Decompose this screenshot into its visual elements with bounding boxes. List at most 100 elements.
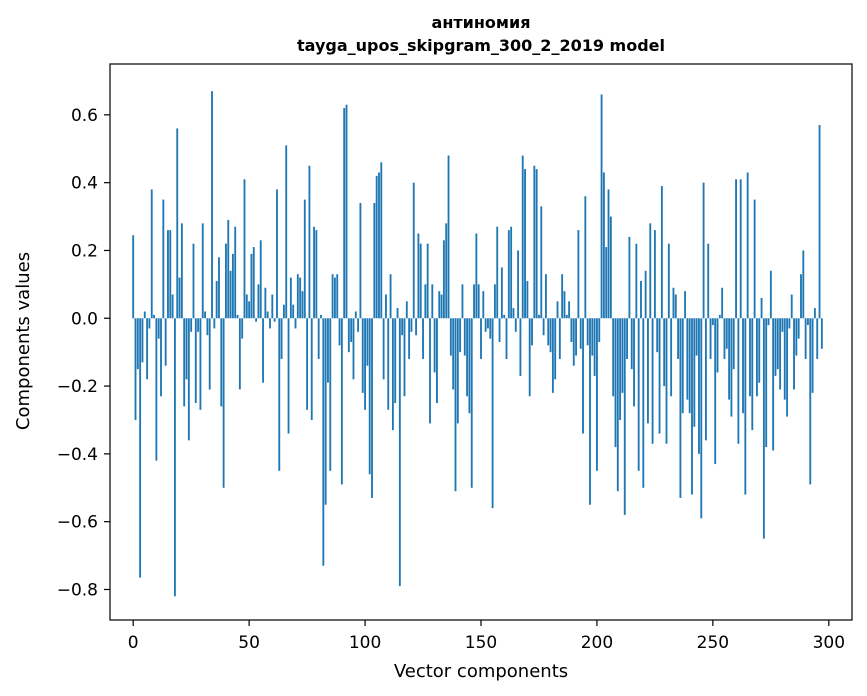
- bar-50: [248, 301, 251, 319]
- bar-14: [164, 318, 167, 366]
- y-tick-label: −0.6: [57, 513, 98, 533]
- bar-287: [797, 318, 800, 339]
- bar-183: [556, 301, 559, 319]
- bar-125: [422, 318, 424, 359]
- bar-182: [554, 318, 557, 380]
- bar-108: [382, 318, 385, 380]
- bar-201: [598, 318, 601, 342]
- bar-51: [250, 253, 253, 319]
- bar-27: [194, 318, 197, 404]
- bar-170: [526, 280, 529, 319]
- bar-248: [707, 243, 710, 319]
- bar-277: [774, 318, 777, 376]
- bar-42: [229, 270, 232, 319]
- bar-268: [753, 199, 756, 319]
- bar-198: [591, 318, 594, 356]
- bar-140: [456, 318, 459, 424]
- bar-153: [487, 318, 489, 329]
- bar-292: [809, 318, 812, 485]
- bar-52: [252, 247, 255, 319]
- bar-233: [672, 287, 675, 319]
- bar-168: [521, 155, 524, 319]
- bar-218: [637, 318, 640, 471]
- bar-269: [756, 318, 758, 397]
- bar-190: [572, 318, 575, 366]
- bar-98: [359, 203, 362, 319]
- bar-90: [340, 318, 343, 485]
- bar-217: [635, 243, 638, 319]
- bar-259: [732, 318, 735, 370]
- bar-187: [565, 314, 568, 319]
- bar-133: [440, 294, 443, 319]
- bar-80: [317, 318, 320, 359]
- bar-115: [398, 318, 401, 587]
- bar-71: [296, 274, 299, 319]
- bar-107: [380, 162, 383, 319]
- bar-164: [512, 308, 515, 319]
- bar-230: [665, 318, 668, 444]
- bar-288: [800, 274, 802, 319]
- bar-8: [150, 189, 153, 319]
- bar-295: [816, 318, 819, 359]
- bar-196: [586, 318, 589, 346]
- bar-147: [473, 284, 475, 319]
- bar-56: [262, 318, 264, 383]
- bar-86: [331, 274, 334, 319]
- bar-192: [577, 230, 580, 319]
- bar-77: [310, 318, 313, 420]
- bar-184: [558, 318, 561, 359]
- bar-275: [769, 270, 772, 319]
- bar-237: [681, 318, 684, 414]
- bar-35: [213, 318, 216, 329]
- bar-189: [570, 318, 573, 342]
- bar-176: [540, 206, 543, 319]
- bar-103: [371, 318, 373, 498]
- bar-180: [549, 318, 552, 353]
- bar-216: [633, 318, 635, 407]
- bar-244: [698, 318, 700, 454]
- bar-123: [417, 233, 420, 319]
- bar-219: [640, 280, 642, 319]
- bar-81: [320, 314, 322, 319]
- bar-165: [514, 318, 517, 332]
- bar-229: [663, 318, 666, 387]
- bar-179: [547, 318, 550, 346]
- y-tick-label: 0.0: [71, 309, 98, 329]
- bar-195: [584, 196, 587, 319]
- bar-199: [593, 318, 596, 376]
- bar-231: [667, 243, 670, 319]
- bar-31: [204, 311, 206, 319]
- bar-205: [607, 189, 610, 319]
- bar-78: [313, 226, 315, 319]
- bar-256: [725, 318, 728, 349]
- bar-128: [429, 318, 431, 424]
- bar-74: [303, 199, 306, 319]
- bar-32: [206, 318, 209, 336]
- y-tick-label: 0.6: [71, 106, 98, 126]
- bar-232: [670, 318, 673, 397]
- bar-34: [211, 91, 213, 319]
- bar-59: [269, 318, 271, 329]
- bar-163: [510, 226, 513, 319]
- bar-258: [730, 318, 733, 417]
- bar-118: [405, 301, 408, 319]
- bar-280: [781, 318, 784, 332]
- bar-13: [162, 199, 165, 319]
- bar-235: [677, 318, 680, 359]
- bar-117: [403, 318, 406, 397]
- bar-131: [436, 318, 438, 404]
- bar-89: [338, 318, 341, 346]
- bar-1: [134, 318, 137, 420]
- bar-120: [410, 318, 413, 332]
- bar-132: [438, 291, 441, 319]
- bar-272: [762, 318, 765, 539]
- bar-255: [723, 318, 726, 359]
- x-tick-label: 250: [697, 633, 729, 653]
- bar-161: [505, 318, 508, 359]
- bar-181: [551, 318, 554, 393]
- bar-200: [596, 318, 598, 471]
- x-tick-label: 100: [349, 633, 381, 653]
- bar-38: [220, 318, 223, 407]
- bar-101: [366, 318, 369, 366]
- bar-54: [257, 284, 260, 319]
